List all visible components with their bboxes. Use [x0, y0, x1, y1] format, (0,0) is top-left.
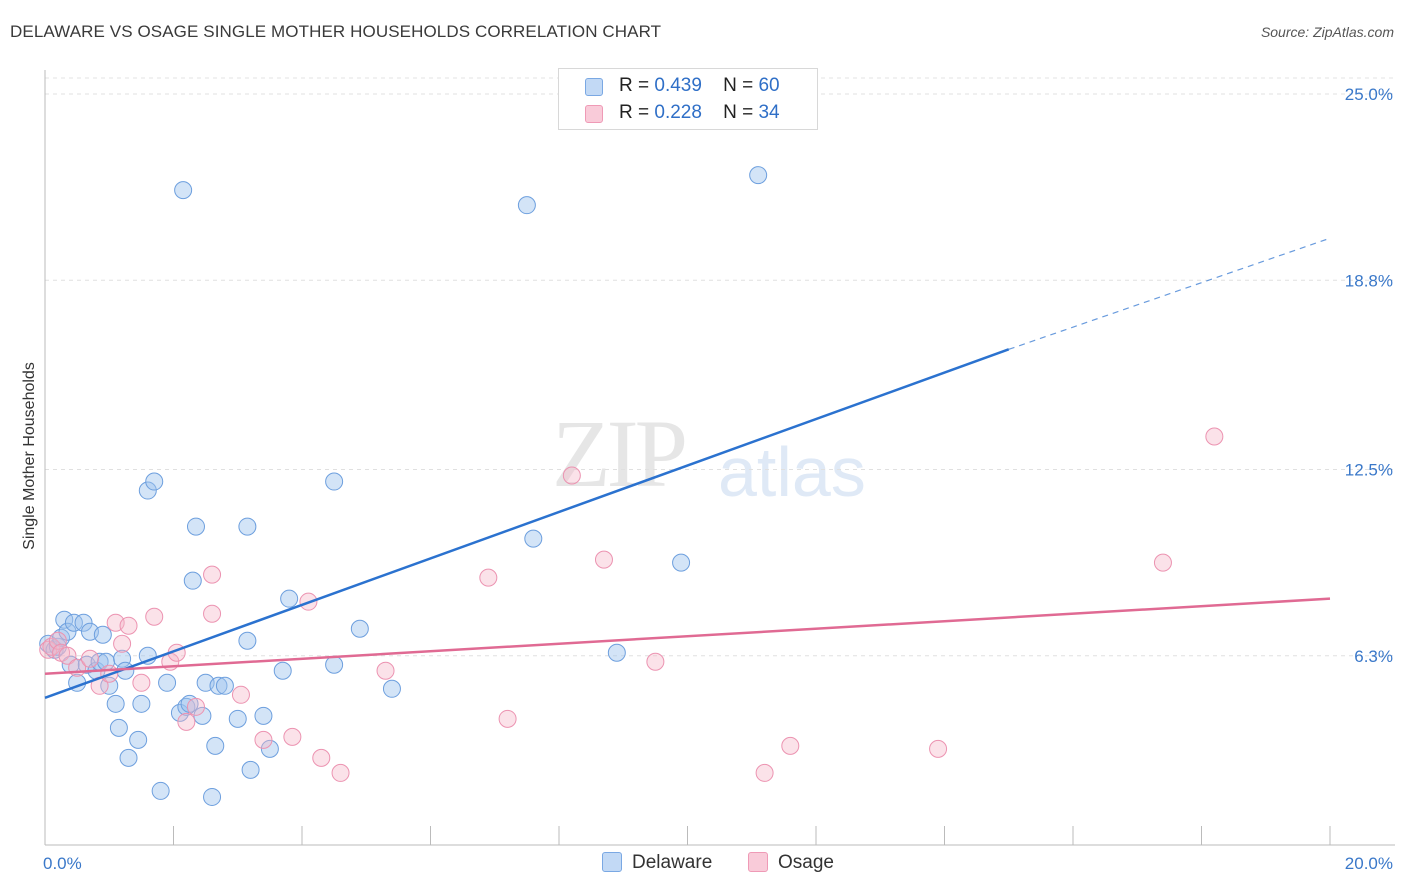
osage-point	[80, 649, 99, 668]
osage-point	[203, 604, 222, 623]
delaware-point	[325, 655, 344, 674]
osage-point	[254, 730, 273, 749]
delaware-point	[254, 706, 273, 725]
delaware-point	[672, 553, 691, 572]
correlation-legend: R = 0.439 N = 60 R = 0.228 N = 34	[558, 68, 818, 130]
legend-n-value-osage: 34	[758, 102, 780, 123]
delaware-point	[607, 643, 626, 662]
legend-swatch-osage	[585, 105, 603, 123]
delaware-point	[129, 730, 148, 749]
chart-title: DELAWARE VS OSAGE SINGLE MOTHER HOUSEHOL…	[10, 22, 662, 41]
delaware-point	[203, 787, 222, 806]
x-tick-label: 20.0%	[1345, 854, 1393, 873]
osage-point	[231, 685, 250, 704]
osage-point	[376, 661, 395, 680]
bottom-legend-swatch-delaware	[602, 852, 622, 872]
legend-swatch-delaware	[585, 78, 603, 96]
osage-point	[177, 712, 196, 731]
delaware-point	[186, 517, 205, 536]
osage-point	[594, 550, 613, 569]
delaware-point	[145, 472, 164, 491]
delaware-point	[151, 781, 170, 800]
osage-point	[145, 607, 164, 626]
delaware-point	[113, 649, 132, 668]
delaware-point	[174, 181, 193, 200]
delaware-point	[132, 694, 151, 713]
osage-point	[132, 673, 151, 692]
bottom-legend-label-delaware: Delaware	[632, 852, 713, 873]
delaware-point	[64, 613, 83, 632]
source-label: Source: ZipAtlas.com	[1260, 24, 1394, 40]
osage-point	[119, 616, 138, 635]
osage-point	[646, 652, 665, 671]
delaware-point	[138, 481, 157, 500]
x-tick-label: 0.0%	[43, 854, 82, 873]
delaware-point	[325, 472, 344, 491]
delaware-point	[58, 622, 77, 641]
legend-r-label: R =	[619, 75, 650, 96]
delaware-point	[260, 739, 279, 758]
delaware-point	[215, 676, 234, 695]
bottom-legend-osage: Osage	[748, 852, 834, 876]
delaware-point	[280, 589, 299, 608]
delaware-point	[74, 613, 93, 632]
bottom-legend-label-osage: Osage	[778, 852, 834, 873]
y-tick-label: 25.0%	[1345, 85, 1393, 104]
osage-point	[562, 466, 581, 485]
osage-trend-line	[44, 597, 1331, 676]
osage-point	[283, 727, 302, 746]
delaware-point	[93, 625, 112, 644]
osage-point	[48, 631, 67, 650]
legend-r-value-osage: 0.228	[654, 102, 702, 123]
delaware-trend-extension	[1008, 237, 1331, 350]
delaware-point	[273, 661, 292, 680]
legend-n-label: N =	[723, 102, 754, 123]
delaware-point	[177, 697, 196, 716]
delaware-point	[55, 610, 74, 629]
delaware-point	[106, 694, 125, 713]
delaware-trend-line	[44, 348, 1010, 699]
delaware-point	[183, 571, 202, 590]
y-tick-label: 18.8%	[1345, 271, 1393, 290]
delaware-point	[241, 760, 260, 779]
osage-point	[113, 634, 132, 653]
legend-n-value-delaware: 60	[758, 75, 780, 96]
osage-point	[331, 763, 350, 782]
delaware-point	[119, 748, 138, 767]
delaware-point	[524, 529, 543, 548]
osage-point	[479, 568, 498, 587]
delaware-point	[158, 673, 177, 692]
delaware-point	[350, 619, 369, 638]
delaware-point	[193, 706, 212, 725]
legend-r-value-delaware: 0.439	[654, 75, 702, 96]
legend-n-label: N =	[723, 75, 754, 96]
osage-point	[755, 763, 774, 782]
delaware-point	[517, 196, 536, 215]
osage-point	[498, 709, 517, 728]
legend-r-label: R =	[619, 102, 650, 123]
delaware-point	[238, 631, 257, 650]
delaware-point	[382, 679, 401, 698]
osage-point	[203, 565, 222, 584]
osage-point	[1153, 553, 1172, 572]
osage-point	[186, 697, 205, 716]
delaware-point	[749, 166, 768, 185]
delaware-point	[228, 709, 247, 728]
bottom-legend-swatch-osage	[748, 852, 768, 872]
osage-point	[1205, 427, 1224, 446]
bottom-legend-delaware: Delaware	[602, 852, 712, 876]
osage-point	[58, 646, 77, 665]
delaware-point	[109, 718, 128, 737]
delaware-point	[206, 736, 225, 755]
y-tick-label: 6.3%	[1354, 647, 1393, 666]
osage-point	[781, 736, 800, 755]
delaware-point	[238, 517, 257, 536]
osage-point	[312, 748, 331, 767]
osage-point	[929, 739, 948, 758]
delaware-point	[209, 676, 228, 695]
y-tick-label: 12.5%	[1345, 461, 1393, 480]
